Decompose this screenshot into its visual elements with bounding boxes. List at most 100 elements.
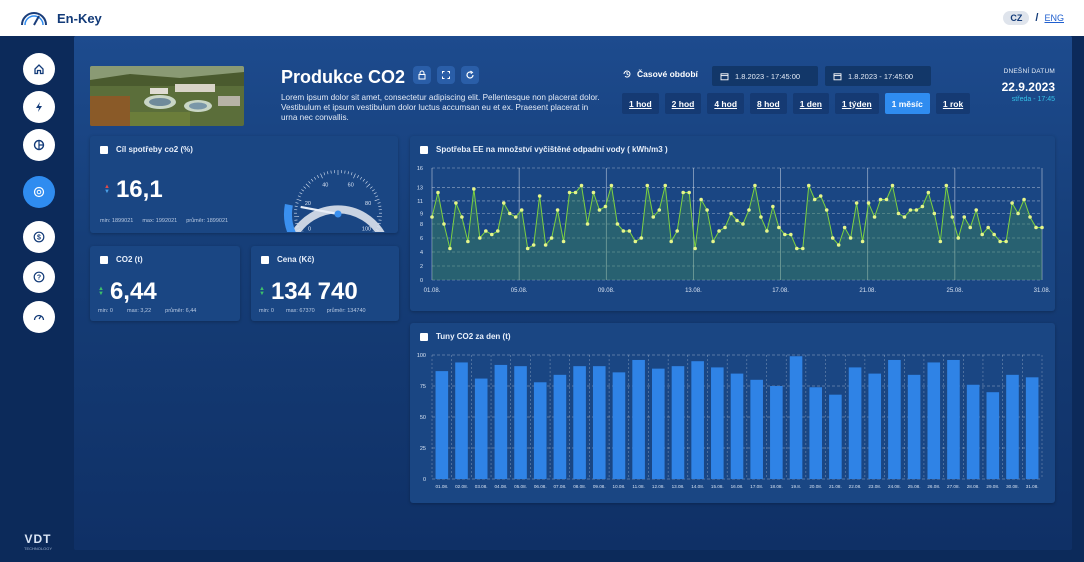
goal-value: ▲ ▼ 16,1 [104,176,163,204]
goal-card-title: Cíl spotřeby co2 (%) [100,145,193,154]
gas-icon [33,139,45,151]
line-point [699,197,703,202]
x-tick-label: 09.08. [598,288,615,294]
gauge-tick [308,181,311,184]
range-2h-button[interactable]: 2 hod [664,93,702,114]
gauge-tick [299,192,303,195]
x-tick-label: 05.08. [511,288,528,294]
sidebar-item-gas[interactable] [23,129,55,161]
sidebar-item-home[interactable] [23,53,55,85]
gauge-tick [313,176,317,180]
line-chart-checkbox[interactable] [420,145,428,154]
co2-value-text: 6,44 [109,278,157,305]
line-point [448,246,452,251]
range-8h-button[interactable]: 8 hod [750,93,787,114]
sidebar-item-co2[interactable] [23,176,55,208]
range-1y-button[interactable]: 1 rok [935,93,971,114]
line-point [992,232,996,237]
price-checkbox[interactable] [261,255,269,264]
lock-button[interactable] [413,66,431,84]
refresh-icon [466,70,474,79]
goal-checkbox[interactable] [100,145,108,154]
co2-min: min: 0 [98,308,113,314]
refresh-button[interactable] [461,66,479,84]
sidebar-item-help[interactable]: ? [23,261,55,293]
line-point [597,208,602,212]
line-point [711,239,715,244]
vdt-brand-logo: VDT TECHNOLOGY [24,532,52,551]
range-1d-button[interactable]: 1 den [792,93,829,114]
line-point [818,194,823,198]
bar [494,364,508,479]
range-4h-button[interactable]: 4 hod [707,93,745,114]
fullscreen-button[interactable] [437,66,455,84]
lang-cz-button[interactable]: CZ [1003,11,1030,25]
co2-icon [33,186,45,198]
line-point [938,239,943,244]
line-point [836,243,841,247]
gauge-tick [295,202,299,204]
svg-text:$: $ [37,235,41,242]
lang-separator: / [1035,12,1039,24]
line-point [567,190,572,195]
gauge-tick [377,202,381,204]
line-point [783,232,787,237]
plant-photo [90,66,244,126]
y-tick-label: 2 [420,264,423,270]
line-point [639,236,644,240]
line-point [501,201,506,205]
bar-chart-checkbox[interactable] [420,332,428,341]
bar [651,368,665,479]
y-tick-label: 75 [420,384,426,390]
x-tick-label: 20.08. [809,484,822,489]
sidebar-item-money[interactable]: $ [23,221,55,253]
lang-eng-link[interactable]: ENG [1044,13,1064,23]
line-point [466,239,470,244]
x-tick-label: 04.08. [494,484,507,489]
line-point [842,225,847,230]
sidebar-item-dashboard[interactable] [23,301,55,333]
top-bar: En-Key CZ / ENG [0,0,1084,36]
line-point [669,239,674,244]
line-chart: 0 2 4 6 8 9 11 13 16 01.08. 05.08. 09.08. 13.08. 17.0… [417,166,1051,294]
line-point [1040,225,1044,230]
bar [1006,374,1019,479]
co2-checkbox[interactable] [100,255,108,264]
line-point [436,190,440,195]
line-point [454,201,458,205]
sidebar-item-energy[interactable] [23,91,55,123]
x-tick-label: 19.8. [791,484,801,489]
app-logo[interactable]: En-Key [19,9,102,27]
range-1w-button[interactable]: 1 týden [834,93,879,114]
range-1m-button[interactable]: 1 měsíc [884,93,930,114]
line-point [980,232,984,237]
x-tick-label: 28.08. [967,484,980,489]
line-point [789,232,793,237]
bar [592,366,606,479]
line-point [573,190,578,195]
range-1h-button[interactable]: 1 hod [622,93,659,114]
x-tick-label: 21.08. [859,288,876,294]
gauge-tick [294,205,298,207]
goal-title-text: Cíl spotřeby co2 (%) [116,145,193,154]
line-point [495,229,500,233]
line-point [513,215,518,219]
line-point [633,239,638,244]
date-from-value: 1.8.2023 - 17:45:00 [735,71,801,81]
date-from-field[interactable]: 1.8.2023 - 17:45:00 [712,66,818,86]
price-value: ▲ ▼ 134 740 [259,278,358,306]
bar [533,382,547,479]
dollar-icon: $ [33,231,45,243]
gauge-logo-icon [21,12,47,26]
y-tick-label: 11 [417,199,423,205]
line-point [478,236,482,240]
co2-card: CO2 (t) ▲ ▼ 6,44 min: 0 max: 3,22 průměr:… [90,246,240,321]
line-point [549,236,554,240]
sidebar: $ ? VDT TECHNOLOGY [0,36,74,562]
lightning-icon [36,102,42,112]
x-tick-label: 01.08. [424,288,441,294]
date-to-field[interactable]: 1.8.2023 - 17:45:00 [825,66,931,86]
line-point [741,222,745,226]
bar-chart: 0 25 50 75 100 01.08. 02.08. 03.08. 04.08. 05.08.… [417,353,1043,489]
x-tick-label: 03.08. [475,484,488,489]
